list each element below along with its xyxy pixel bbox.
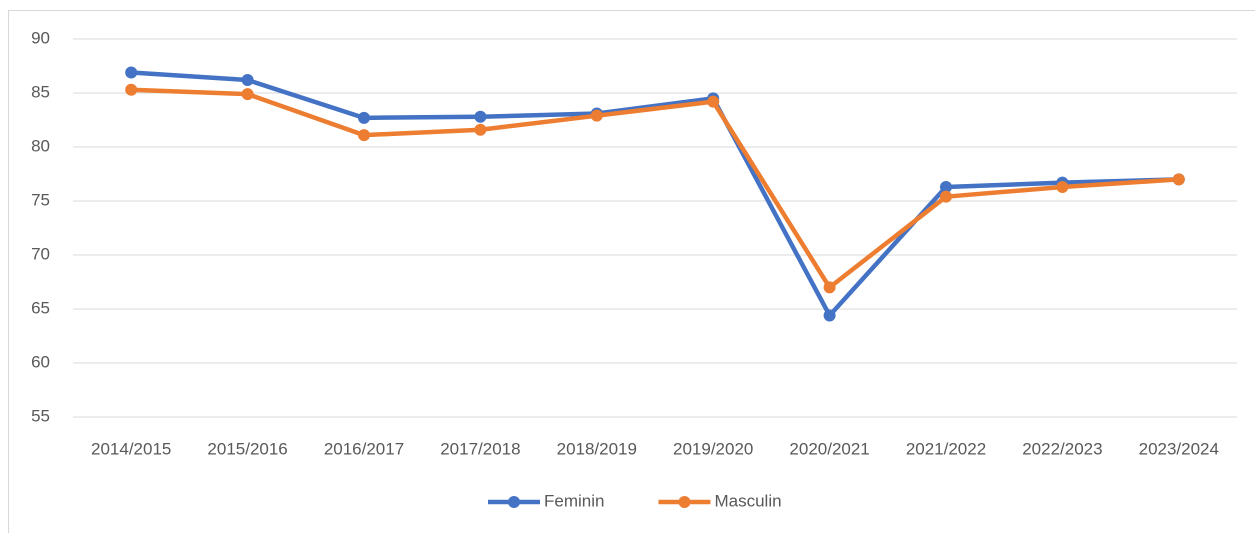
data-point [940, 180, 952, 193]
data-point [125, 66, 138, 79]
data-point [125, 83, 138, 96]
y-tick-label: 60 [31, 352, 50, 371]
y-tick-label: 55 [31, 406, 50, 425]
x-tick-label: 2021/2022 [906, 439, 986, 458]
y-tick-label: 80 [31, 136, 50, 155]
data-point [707, 95, 720, 108]
data-point [1172, 173, 1185, 186]
y-tick-label: 70 [31, 244, 50, 263]
data-point [358, 129, 370, 142]
legend-label: Masculin [714, 491, 781, 510]
data-point [241, 88, 254, 101]
chart-frame [8, 10, 1255, 533]
x-tick-label: 2014/2015 [91, 439, 171, 458]
x-tick-label: 2016/2017 [324, 439, 404, 458]
y-tick-label: 85 [31, 82, 50, 101]
data-point [474, 123, 487, 136]
series-line [131, 70, 1179, 318]
x-tick-label: 2020/2021 [789, 439, 869, 458]
data-point [823, 281, 836, 294]
y-tick-label: 65 [31, 298, 50, 317]
data-point [1056, 180, 1069, 193]
x-tick-label: 2015/2016 [207, 439, 287, 458]
x-tick-label: 2018/2019 [557, 439, 637, 458]
data-point [940, 190, 952, 203]
legend-marker [678, 496, 691, 508]
x-tick-label: 2023/2024 [1139, 439, 1219, 458]
data-point [823, 309, 836, 322]
y-tick-label: 75 [31, 190, 50, 209]
x-tick-label: 2017/2018 [440, 439, 520, 458]
data-point [474, 110, 487, 123]
y-tick-label: 90 [31, 28, 50, 47]
legend-label: Feminin [544, 491, 604, 510]
x-tick-label: 2019/2020 [673, 439, 753, 458]
series-line [131, 87, 1179, 290]
data-point [358, 111, 370, 124]
data-point [241, 74, 254, 87]
data-point [590, 109, 603, 122]
x-tick-label: 2022/2023 [1022, 439, 1102, 458]
legend-marker [508, 496, 520, 508]
